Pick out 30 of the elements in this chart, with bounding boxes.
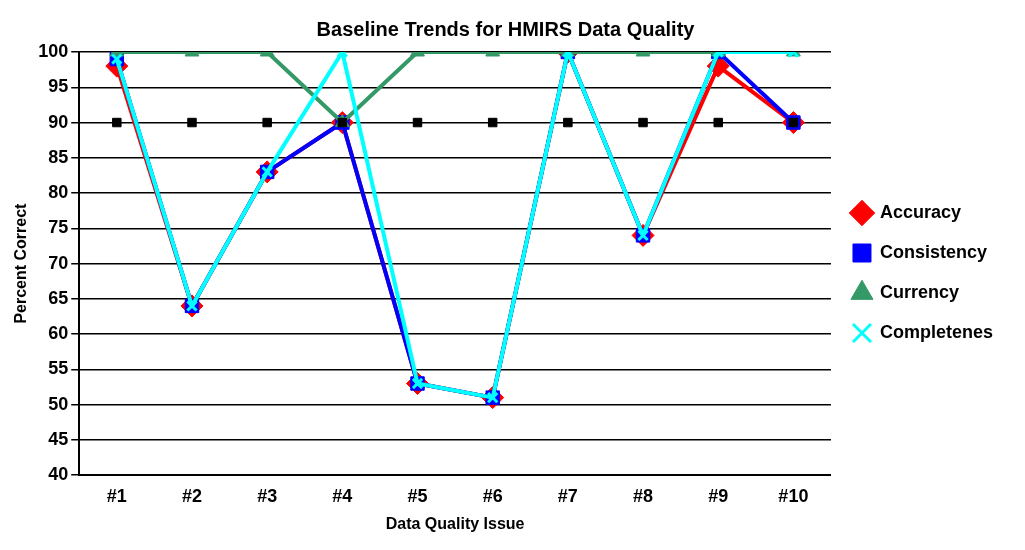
legend-label: Completenes	[879, 321, 993, 342]
legend-label: Consistency	[879, 241, 988, 262]
y-tick-label: 75	[48, 217, 69, 238]
y-tick-label: 85	[48, 146, 69, 167]
x-tick-label: #5	[407, 485, 428, 506]
y-tick-label: 40	[48, 464, 69, 485]
x-tick-label: #7	[557, 485, 578, 506]
y-axis-title: Percent Correct	[12, 202, 30, 324]
y-tick-label: 45	[48, 428, 69, 449]
y-tick-label: 90	[48, 111, 69, 132]
x-tick-label: #3	[257, 485, 278, 506]
legend-label: Accuracy	[879, 201, 962, 222]
y-tick-label: 80	[48, 182, 69, 203]
y-tick-label: 65	[48, 287, 69, 308]
x-tick-label: #1	[106, 485, 127, 506]
y-tick-label: 95	[48, 76, 69, 97]
x-tick-label: #10	[778, 485, 809, 506]
x-tick-label: #6	[482, 485, 503, 506]
legend-label: Currency	[879, 281, 959, 302]
y-tick-label: 60	[48, 323, 69, 344]
x-tick-label: #9	[708, 485, 729, 506]
chart-title: Baseline Trends for HMIRS Data Quality	[316, 17, 696, 40]
x-tick-label: #2	[181, 485, 203, 506]
y-tick-label: 70	[48, 252, 69, 273]
x-axis-title: Data Quality Issue	[385, 514, 525, 532]
y-tick-label: 50	[48, 393, 69, 414]
x-tick-label: #8	[633, 485, 654, 506]
y-tick-label: 100	[38, 40, 69, 61]
y-tick-label: 55	[48, 358, 69, 379]
x-tick-label: #4	[332, 485, 353, 506]
